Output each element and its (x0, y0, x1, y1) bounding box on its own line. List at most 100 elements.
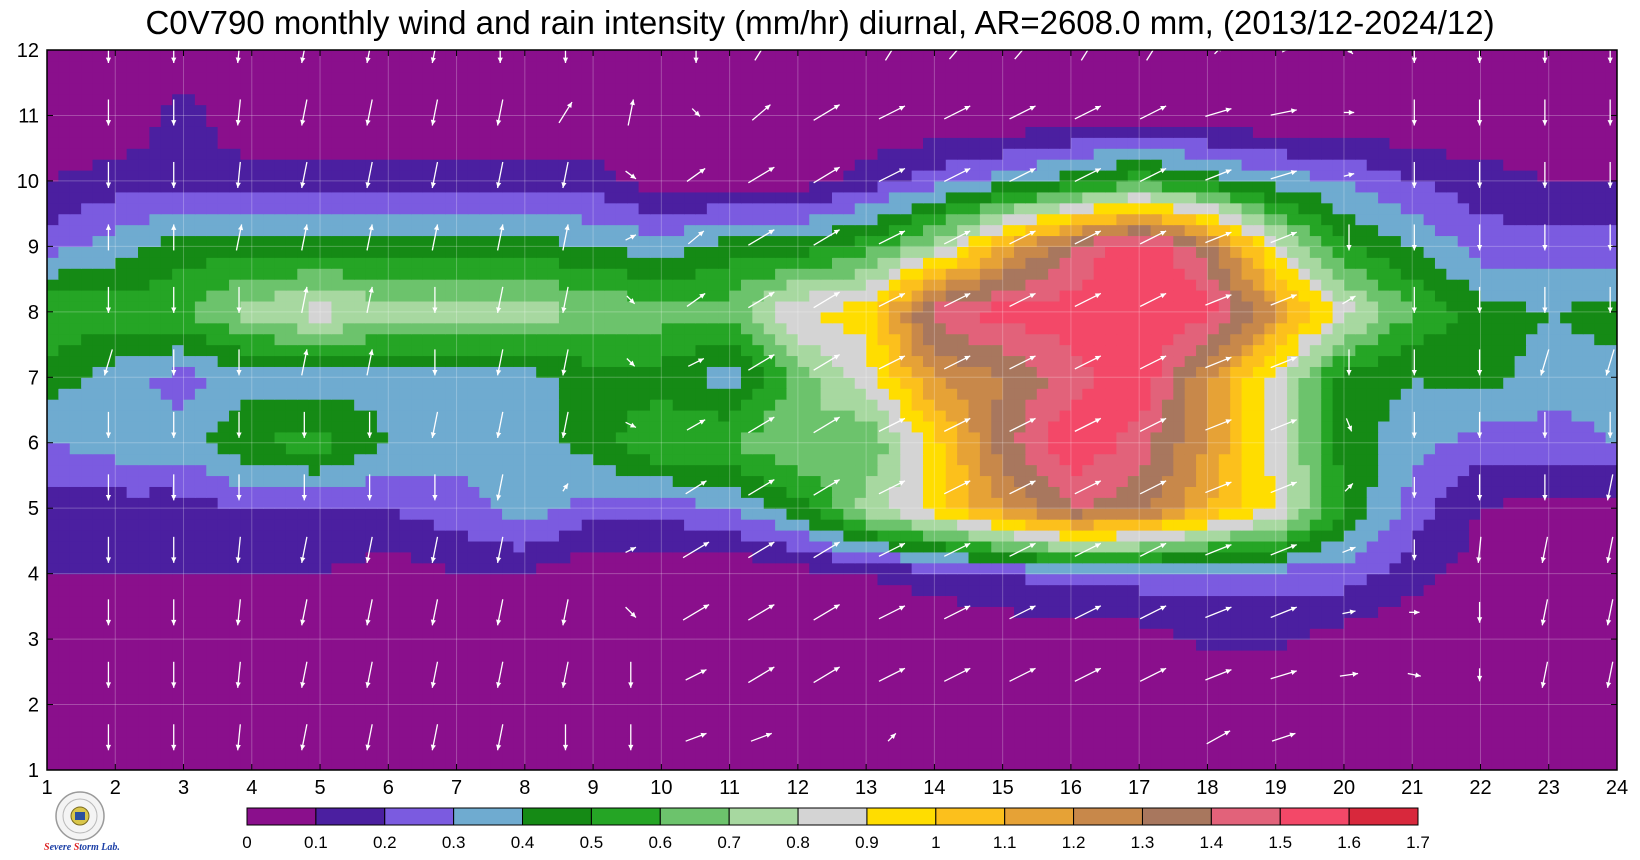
heatmap-cell (1161, 671, 1174, 684)
heatmap-cell (627, 584, 640, 597)
heatmap-cell (1230, 671, 1243, 684)
heatmap-cell (1139, 573, 1152, 586)
heatmap-cell (513, 530, 526, 542)
heatmap-cell (1025, 671, 1038, 684)
heatmap-cell (354, 475, 367, 487)
heatmap-cell (490, 540, 503, 553)
heatmap-cell (399, 551, 412, 564)
heatmap-cell (1400, 606, 1413, 618)
heatmap-cell (1605, 388, 1617, 400)
heatmap-cell (1184, 748, 1197, 760)
heatmap-cell (524, 573, 537, 586)
heatmap-cell (92, 551, 105, 564)
heatmap-cell (604, 639, 617, 651)
heatmap-cell (547, 519, 560, 531)
heatmap-cell (1343, 551, 1356, 564)
heatmap-cell (1252, 573, 1265, 586)
heatmap-cell (1150, 595, 1163, 607)
heatmap-cell (92, 595, 105, 607)
heatmap-cell (1161, 530, 1174, 542)
heatmap-cell (411, 704, 424, 717)
heatmap-cell (308, 475, 321, 487)
heatmap-cell (115, 671, 128, 684)
heatmap-cell (206, 628, 219, 640)
heatmap-cell (456, 639, 469, 651)
heatmap-cell (1514, 453, 1527, 466)
heatmap-cell (911, 584, 924, 597)
heatmap-cell (1105, 584, 1118, 597)
heatmap-cell (809, 595, 822, 607)
heatmap-cell (399, 682, 412, 695)
heatmap-cell (888, 650, 901, 662)
heatmap-cell (1548, 748, 1561, 760)
heatmap-cell (524, 671, 537, 684)
heatmap-cell (1366, 584, 1379, 597)
heatmap-cell (126, 726, 139, 738)
heatmap-cell (1093, 693, 1106, 706)
heatmap-cell (672, 530, 685, 542)
heatmap-cell (1275, 464, 1288, 477)
heatmap-cell (1196, 453, 1209, 466)
heatmap-cell (775, 377, 788, 389)
heatmap-cell (1036, 388, 1049, 400)
heatmap-cell (1218, 682, 1231, 695)
heatmap-cell (194, 410, 207, 422)
heatmap-cell (1173, 540, 1186, 553)
heatmap-cell (1514, 693, 1527, 706)
heatmap-cell (1423, 682, 1436, 695)
heatmap-cell (1105, 388, 1118, 400)
heatmap-cell (1389, 530, 1402, 542)
heatmap-cell (206, 693, 219, 706)
heatmap-cell (1196, 508, 1209, 520)
heatmap-cell (627, 486, 640, 498)
heatmap-cell (718, 562, 731, 575)
heatmap-cell (1309, 551, 1322, 564)
heatmap-cell (115, 366, 128, 378)
heatmap-cell (1423, 442, 1436, 455)
heatmap-cell (1230, 530, 1243, 542)
heatmap-cell (342, 399, 355, 411)
heatmap-cell (1605, 508, 1617, 520)
heatmap-cell (843, 704, 856, 717)
heatmap-cell (1434, 551, 1447, 564)
heatmap-cell (1059, 595, 1072, 607)
heatmap-cell (365, 704, 378, 717)
heatmap-cell (1560, 410, 1573, 422)
heatmap-cell (968, 617, 981, 629)
heatmap-cell (718, 508, 731, 520)
heatmap-cell (1321, 660, 1334, 673)
heatmap-cell (900, 682, 913, 695)
heatmap-cell (297, 562, 310, 575)
heatmap-cell (126, 606, 139, 618)
heatmap-cell (1139, 650, 1152, 662)
heatmap-cell (1070, 453, 1083, 466)
heatmap-cell (991, 584, 1004, 597)
heatmap-cell (649, 442, 662, 455)
heatmap-cell (934, 660, 947, 673)
heatmap-cell (1036, 540, 1049, 553)
heatmap-cell (752, 508, 765, 520)
heatmap-cell (297, 693, 310, 706)
heatmap-cell (740, 530, 753, 542)
heatmap-cell (502, 431, 515, 444)
heatmap-cell (1127, 497, 1140, 509)
heatmap-cell (1127, 530, 1140, 542)
heatmap-cell (854, 606, 867, 618)
heatmap-cell (957, 486, 970, 498)
heatmap-cell (1105, 650, 1118, 662)
heatmap-cell (1036, 562, 1049, 575)
heatmap-cell (911, 388, 924, 400)
heatmap-cell (217, 704, 230, 717)
heatmap-cell (661, 595, 674, 607)
heatmap-cell (661, 410, 674, 422)
heatmap-cell (1605, 453, 1617, 466)
heatmap-cell (854, 628, 867, 640)
heatmap-cell (684, 464, 697, 477)
heatmap-cell (1389, 551, 1402, 564)
heatmap-cell (1480, 660, 1493, 673)
heatmap-cell (1514, 704, 1527, 717)
heatmap-cell (1457, 573, 1470, 586)
heatmap-cell (1400, 519, 1413, 531)
heatmap-cell (786, 693, 799, 706)
heatmap-cell (809, 399, 822, 411)
